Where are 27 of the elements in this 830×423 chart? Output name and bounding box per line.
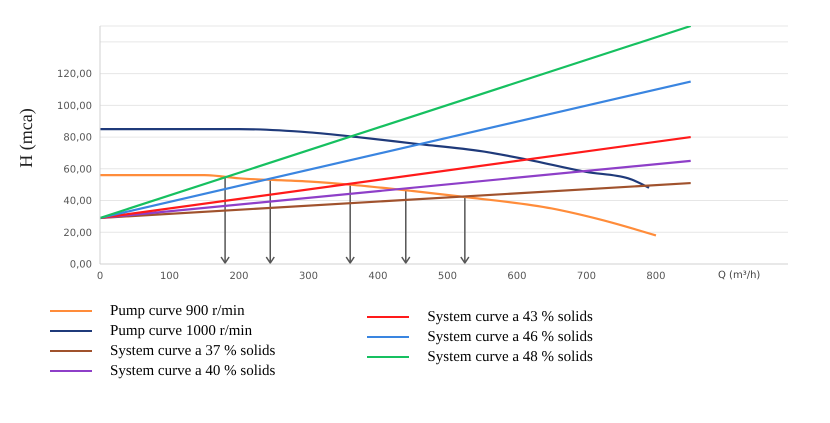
y-tick-label: 80,00 [63, 132, 92, 144]
x-tick-label: 0 [96, 271, 104, 282]
legend-label: System curve a 46 % solids [427, 328, 593, 346]
y-tick-label: 20,00 [63, 228, 92, 239]
y-tick-label: 40,00 [63, 196, 92, 208]
x-tick-label: 700 [576, 271, 596, 282]
x-tick-label: 500 [438, 271, 458, 282]
line-series [100, 128, 650, 189]
legend-label: System curve a 43 % solids [427, 308, 593, 326]
x-tick-label: 100 [160, 271, 180, 282]
legend-label: System curve a 40 % solids [110, 362, 276, 380]
y-tick-label: 60,00 [63, 164, 92, 176]
x-axis-title: Q (m³/h) [718, 270, 760, 281]
x-tick-label: 600 [507, 271, 527, 282]
legend-label: Pump curve 1000 r/min [110, 322, 252, 340]
x-tick-label: 800 [646, 271, 666, 282]
x-tick-label: 400 [368, 271, 388, 282]
x-tick-label: 300 [298, 271, 318, 282]
y-axis-title: H (mca) [16, 108, 37, 168]
x-tick-label: 200 [229, 271, 249, 282]
y-tick-label: 120,00 [57, 69, 92, 80]
y-tick-label: 100,00 [57, 100, 92, 112]
legend-label: System curve a 37 % solids [110, 342, 276, 360]
line-series [100, 174, 658, 237]
legend-label: Pump curve 900 r/min [110, 302, 245, 320]
legend-label: System curve a 48 % solids [427, 348, 593, 366]
y-tick-label: 0,00 [70, 260, 92, 271]
